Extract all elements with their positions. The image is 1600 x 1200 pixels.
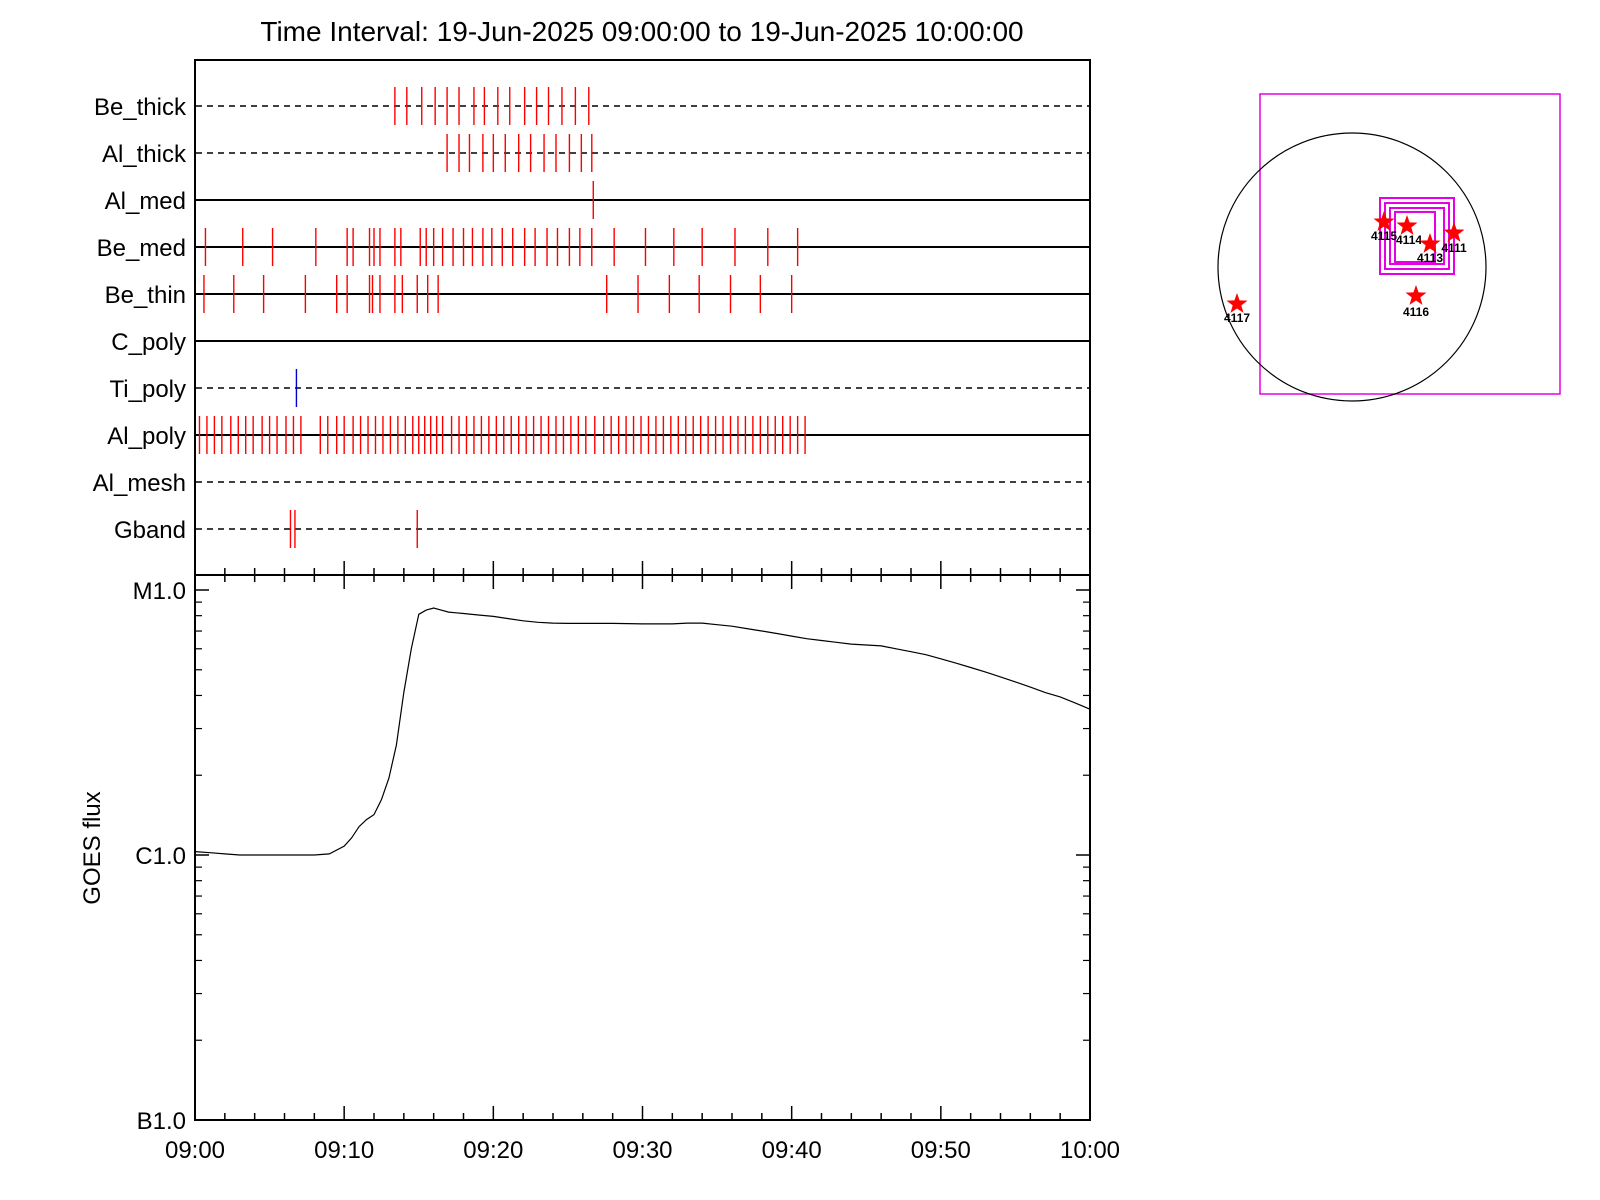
flare-label: 4116 <box>1403 305 1429 319</box>
flare-label: 4111 <box>1441 241 1467 255</box>
goes-flux-line <box>194 607 1091 856</box>
x-tick-label: 09:10 <box>314 1137 374 1164</box>
flare-label: 4113 <box>1417 251 1443 265</box>
y-tick-label: M1.0 <box>133 578 186 605</box>
flare-label: 4117 <box>1224 311 1250 325</box>
row-label-al_poly: Al_poly <box>107 423 186 450</box>
chart-title: Time Interval: 19-Jun-2025 09:00:00 to 1… <box>260 16 1023 47</box>
row-label-ti_poly: Ti_poly <box>110 376 186 403</box>
x-tick-label: 09:30 <box>612 1137 672 1164</box>
x-tick-label: 09:50 <box>911 1137 971 1164</box>
flare-star-icon <box>1405 285 1427 305</box>
row-label-be_thin: Be_thin <box>105 282 186 309</box>
row-label-be_med: Be_med <box>97 235 186 262</box>
y-tick-label: B1.0 <box>137 1108 186 1135</box>
flare-star-icon <box>1226 293 1248 313</box>
flare-label: 4114 <box>1396 233 1422 247</box>
row-label-al_thick: Al_thick <box>102 141 187 168</box>
timeline-rows: Be_thick Al_thick Al_med Be_med Be_thin C_pol… <box>93 87 1089 548</box>
raster-fov-box <box>1384 202 1450 270</box>
flare-label: 4115 <box>1371 229 1397 243</box>
x-tick-label: 09:40 <box>762 1137 822 1164</box>
flare-star-icon <box>1396 215 1418 235</box>
x-tick-label: 09:00 <box>165 1137 225 1164</box>
y-axis-label: GOES flux <box>79 791 106 904</box>
raster-fov-box <box>1394 211 1436 263</box>
flux-frame <box>194 574 1091 1121</box>
fov-box <box>1259 93 1561 395</box>
row-label-gband: Gband <box>114 517 186 544</box>
x-tick-label: 09:20 <box>463 1137 523 1164</box>
row-label-al_mesh: Al_mesh <box>93 470 186 497</box>
row-label-al_med: Al_med <box>105 188 186 215</box>
raster-fov-box <box>1389 207 1445 265</box>
row-label-c_poly: C_poly <box>111 329 186 356</box>
flare-star-icon <box>1419 233 1441 253</box>
solar-disk <box>1217 132 1487 402</box>
x-tick-label: 10:00 <box>1060 1137 1120 1164</box>
y-tick-label: C1.0 <box>135 843 186 870</box>
row-label-be_thick: Be_thick <box>94 94 187 121</box>
flux-axes: 09:00 09:10 09:20 09:30 09:40 09:50 10:00 M1.0 C… <box>133 561 1120 1164</box>
timeline-frame <box>194 59 1091 576</box>
flare-star-icon <box>1443 222 1465 242</box>
flare-star-icon <box>1373 211 1395 231</box>
